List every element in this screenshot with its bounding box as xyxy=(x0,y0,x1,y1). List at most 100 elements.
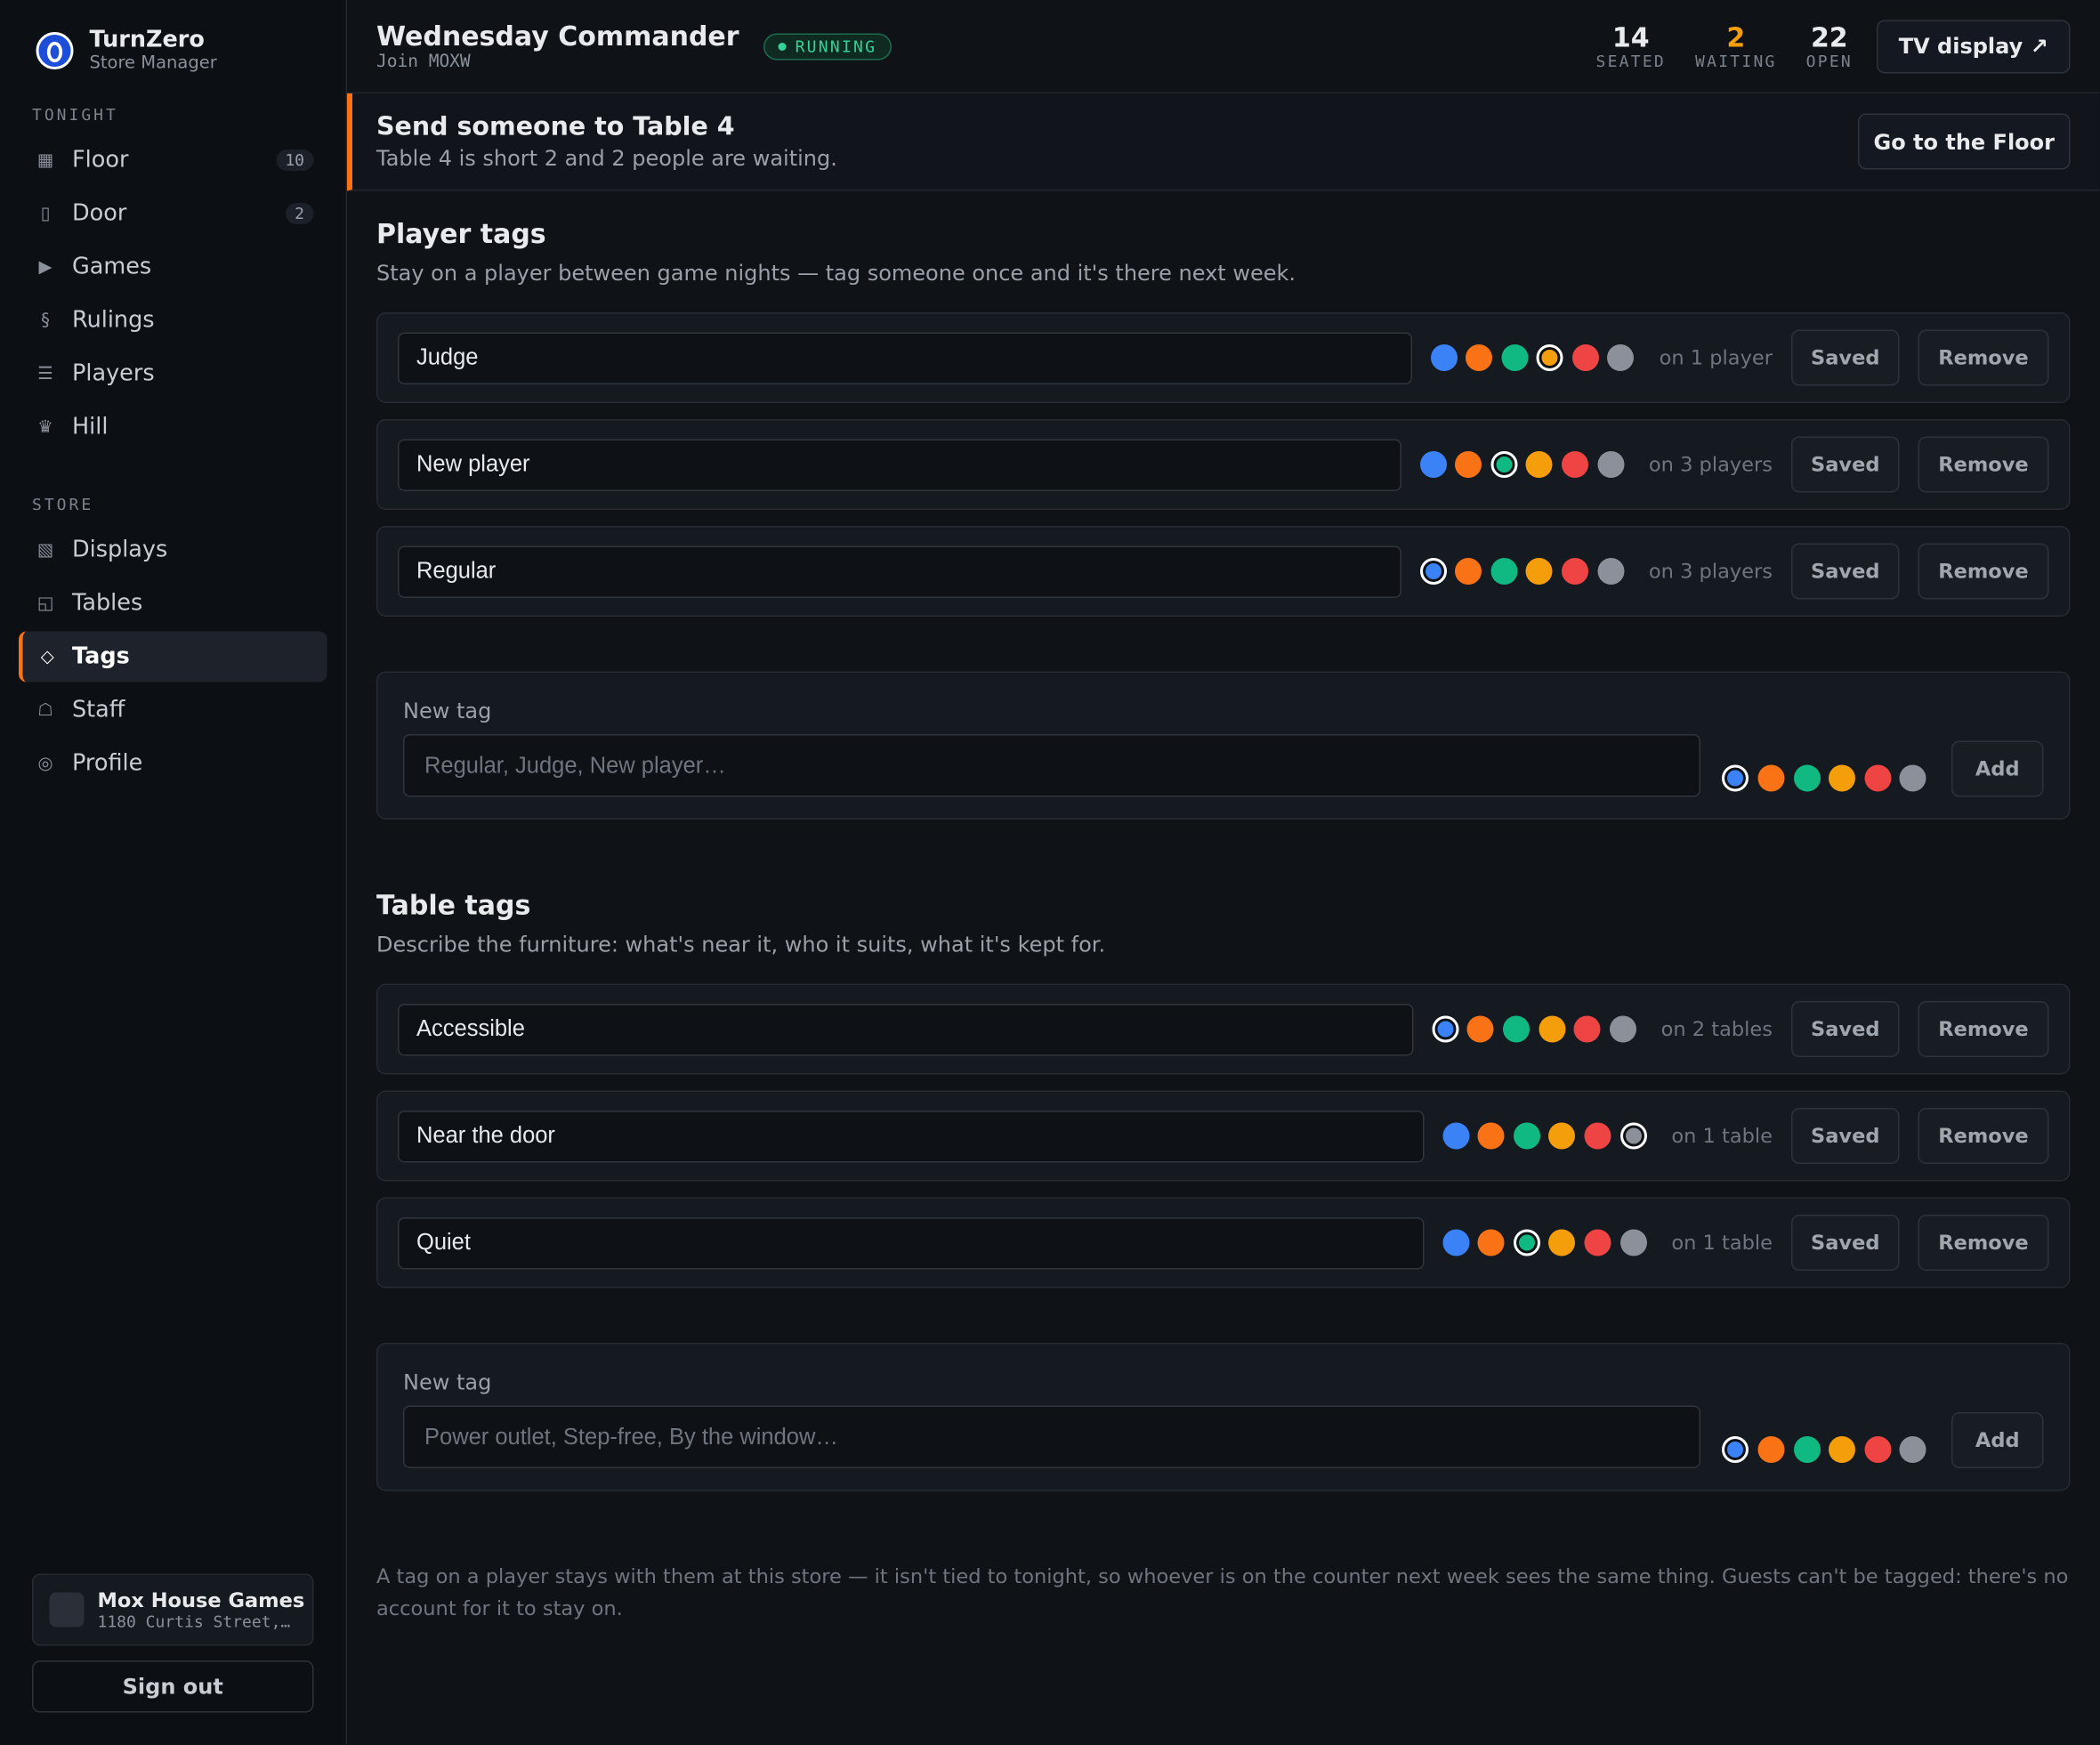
color-dot[interactable] xyxy=(1455,558,1482,585)
tag-name-input[interactable]: Accessible xyxy=(398,1003,1414,1055)
color-dot[interactable] xyxy=(1619,1122,1647,1150)
color-dot[interactable] xyxy=(1597,558,1625,585)
color-dot[interactable] xyxy=(1619,1229,1647,1256)
color-dot[interactable] xyxy=(1793,1436,1821,1463)
footnote: A tag on a player stays with them at thi… xyxy=(376,1564,2069,1620)
tag-count: on 3 players xyxy=(1648,559,1773,584)
color-dot[interactable] xyxy=(1864,764,1892,792)
color-dot[interactable] xyxy=(1490,451,1518,478)
nav-item[interactable]: ◱ Tables xyxy=(19,578,327,629)
tag-name-input[interactable]: Near the door xyxy=(398,1110,1425,1162)
tv-display-button[interactable]: TV display ↗ xyxy=(1877,19,2071,73)
color-dot[interactable] xyxy=(1501,344,1529,371)
nav-item[interactable]: ▦ Floor 10 xyxy=(19,135,327,186)
color-dot[interactable] xyxy=(1607,344,1635,371)
new-tag-input[interactable]: Regular, Judge, New player… xyxy=(403,734,1701,797)
content: Player tags Stay on a player between game… xyxy=(347,191,2100,1625)
sign-out-button[interactable]: Sign out xyxy=(32,1660,314,1713)
color-dot[interactable] xyxy=(1562,451,1589,478)
color-dot[interactable] xyxy=(1538,1015,1565,1043)
color-dot[interactable] xyxy=(1513,1229,1540,1256)
color-dot[interactable] xyxy=(1900,764,1927,792)
color-dot[interactable] xyxy=(1467,1015,1495,1043)
color-dot[interactable] xyxy=(1503,1015,1531,1043)
color-dot[interactable] xyxy=(1609,1015,1636,1043)
color-dot[interactable] xyxy=(1573,1015,1601,1043)
color-dot[interactable] xyxy=(1432,1015,1459,1043)
color-picker xyxy=(1419,451,1633,478)
color-dot[interactable] xyxy=(1584,1122,1611,1150)
color-dot[interactable] xyxy=(1477,1122,1505,1150)
nav-item[interactable]: ◇ Tags xyxy=(19,631,327,683)
nav-item[interactable]: ▧ Displays xyxy=(19,525,327,576)
saved-button[interactable]: Saved xyxy=(1791,436,1900,493)
color-dot[interactable] xyxy=(1548,1122,1576,1150)
color-dot[interactable] xyxy=(1442,1122,1470,1150)
saved-button[interactable]: Saved xyxy=(1791,329,1900,386)
color-dot[interactable] xyxy=(1757,764,1785,792)
add-button[interactable]: Add xyxy=(1951,740,2044,797)
status: RUNNING xyxy=(795,36,877,56)
store-card[interactable]: Mox House Games 1180 Curtis Street,… xyxy=(32,1573,314,1646)
nav-item[interactable]: ◎ Profile xyxy=(19,739,327,789)
color-picker xyxy=(1419,558,1633,585)
nav-item[interactable]: ▶ Games xyxy=(19,242,327,293)
saved-button[interactable]: Saved xyxy=(1791,1108,1900,1164)
color-dot[interactable] xyxy=(1793,764,1821,792)
new-tag-input[interactable]: Power outlet, Step-free, By the window… xyxy=(403,1405,1701,1468)
color-dot[interactable] xyxy=(1829,1436,1856,1463)
tag-name-input[interactable]: Regular xyxy=(398,545,1401,598)
color-dot[interactable] xyxy=(1571,344,1599,371)
color-dot[interactable] xyxy=(1442,1229,1470,1256)
color-dot[interactable] xyxy=(1829,764,1856,792)
color-dot[interactable] xyxy=(1864,1436,1892,1463)
color-dot[interactable] xyxy=(1536,344,1563,371)
color-dot[interactable] xyxy=(1562,558,1589,585)
new-tag-label: New tag xyxy=(403,1369,492,1395)
saved-button[interactable]: Saved xyxy=(1791,543,1900,600)
color-dot[interactable] xyxy=(1513,1122,1540,1150)
nav-item[interactable]: ▯ Door 2 xyxy=(19,189,327,239)
remove-button[interactable]: Remove xyxy=(1918,1108,2049,1164)
color-dot[interactable] xyxy=(1419,558,1447,585)
remove-button[interactable]: Remove xyxy=(1918,436,2049,493)
color-dot[interactable] xyxy=(1548,1229,1576,1256)
nav-label: Floor xyxy=(72,147,129,174)
remove-button[interactable]: Remove xyxy=(1918,543,2049,600)
color-dot[interactable] xyxy=(1584,1229,1611,1256)
add-button[interactable]: Add xyxy=(1951,1412,2044,1468)
nav-item[interactable]: ☖ Staff xyxy=(19,685,327,736)
tag-row: Quiet on 1 table Saved Remove xyxy=(376,1197,2071,1289)
tag-row: Judge on 1 player Saved Remove xyxy=(376,312,2071,403)
remove-button[interactable]: Remove xyxy=(1918,329,2049,386)
tag-name-input[interactable]: Judge xyxy=(398,331,1412,384)
nav-item[interactable]: § Rulings xyxy=(19,295,327,346)
tag-name-input[interactable]: Quiet xyxy=(398,1216,1425,1269)
go-to-floor-button[interactable]: Go to the Floor xyxy=(1858,113,2071,170)
saved-button[interactable]: Saved xyxy=(1791,1215,1900,1271)
color-dot[interactable] xyxy=(1455,451,1482,478)
saved-button[interactable]: Saved xyxy=(1791,1001,1900,1057)
color-dot[interactable] xyxy=(1419,451,1447,478)
tag-name-input[interactable]: New player xyxy=(398,438,1401,491)
color-dot[interactable] xyxy=(1597,451,1625,478)
remove-button[interactable]: Remove xyxy=(1918,1001,2049,1057)
nav-item[interactable]: ☰ Players xyxy=(19,349,327,400)
color-dot[interactable] xyxy=(1757,1436,1785,1463)
color-dot[interactable] xyxy=(1477,1229,1505,1256)
color-dot[interactable] xyxy=(1722,1436,1749,1463)
section-description: Stay on a player between game nights — t… xyxy=(376,260,1296,287)
color-dot[interactable] xyxy=(1526,558,1554,585)
color-picker xyxy=(1722,764,1935,797)
color-dot[interactable] xyxy=(1490,558,1518,585)
color-dot[interactable] xyxy=(1430,344,1458,371)
color-dot[interactable] xyxy=(1526,451,1554,478)
remove-button[interactable]: Remove xyxy=(1918,1215,2049,1271)
nav-label: Tags xyxy=(72,643,130,670)
color-dot[interactable] xyxy=(1722,764,1749,792)
nav-item[interactable]: ♛ Hill xyxy=(19,402,327,453)
tag-row: Regular on 3 players Saved Remove xyxy=(376,526,2071,617)
color-dot[interactable] xyxy=(1466,344,1493,371)
color-dot[interactable] xyxy=(1900,1436,1927,1463)
nav-badge: 2 xyxy=(285,203,314,224)
